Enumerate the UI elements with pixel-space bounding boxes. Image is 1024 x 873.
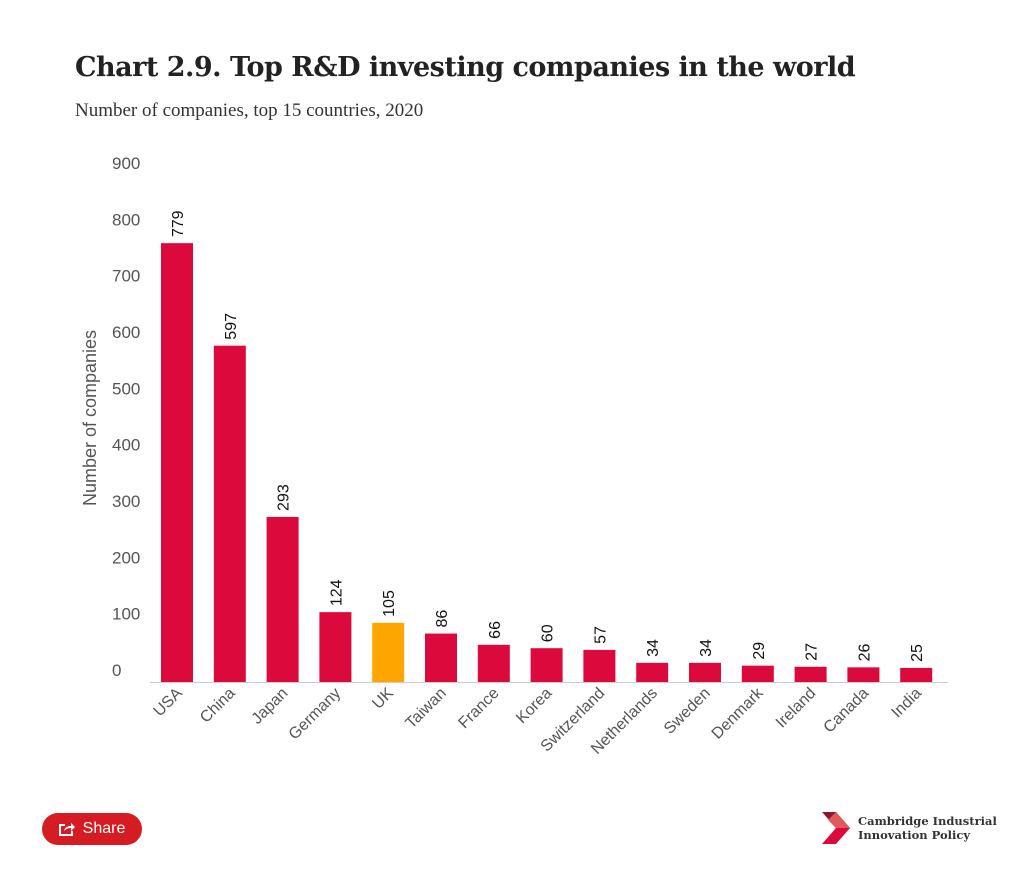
data-label: 57 — [592, 626, 609, 644]
x-tick-label: Sweden — [661, 685, 714, 738]
data-label: 597 — [223, 313, 240, 340]
y-tick-label: 600 — [112, 323, 140, 342]
data-label: 29 — [751, 642, 768, 660]
bar-germany — [319, 612, 352, 682]
data-label: 66 — [487, 621, 504, 639]
bar-france — [477, 644, 510, 682]
y-tick-label: 100 — [112, 605, 140, 624]
x-tick-label: India — [888, 685, 925, 722]
bar-sweden — [689, 662, 721, 682]
share-button[interactable]: Share — [42, 813, 142, 845]
bar-ireland — [794, 666, 827, 682]
x-tick-label: Denmark — [709, 684, 768, 743]
bar-india — [900, 667, 933, 682]
y-tick-label: 400 — [112, 436, 140, 455]
chart-title: Chart 2.9. Top R&D investing companies i… — [75, 52, 856, 83]
x-tick-label: Germany — [286, 685, 345, 744]
x-tick-label: Taiwan — [403, 685, 450, 732]
bar-switzerland — [583, 649, 616, 682]
y-tick-label: 0 — [112, 661, 121, 680]
data-label: 60 — [540, 624, 557, 642]
logo-icon — [822, 812, 850, 844]
data-label: 86 — [434, 610, 451, 628]
x-tick-label: Korea — [513, 685, 555, 727]
x-tick-label: Japan — [249, 685, 292, 728]
y-tick-label: 300 — [112, 492, 140, 511]
bar-netherlands — [636, 662, 669, 682]
data-label: 34 — [698, 639, 715, 657]
y-tick-label: 900 — [112, 154, 140, 173]
logo-line2: Innovation Policy — [858, 828, 971, 842]
data-label: 124 — [328, 579, 345, 606]
data-label: 25 — [909, 644, 926, 662]
data-label: 293 — [276, 484, 293, 511]
chart-subtitle: Number of companies, top 15 countries, 2… — [75, 100, 424, 121]
x-tick-label: UK — [369, 685, 397, 713]
bar-chart: Number of companies 0 100 200 300 400 500 600 7… — [80, 154, 948, 758]
x-tick-label: USA — [151, 685, 187, 721]
x-tick-label: France — [455, 685, 502, 732]
data-label: 27 — [804, 643, 821, 661]
logo: Cambridge Industrial Innovation Policy — [822, 812, 997, 844]
y-tick-label: 800 — [112, 210, 140, 229]
bar-taiwan — [425, 633, 457, 682]
bar-korea — [530, 648, 563, 682]
bar-usa — [161, 243, 193, 682]
x-tick-label: Ireland — [773, 685, 820, 732]
share-label: Share — [82, 820, 126, 837]
x-tick-label: China — [197, 685, 239, 727]
x-tick-label: Canada — [821, 685, 873, 737]
bar-uk — [372, 622, 405, 682]
y-tick-label: 700 — [112, 267, 140, 286]
logo-line1: Cambridge Industrial — [858, 814, 997, 828]
data-label: 779 — [170, 210, 187, 237]
share-icon — [58, 823, 75, 836]
data-label: 105 — [381, 590, 398, 617]
bar-japan — [266, 516, 299, 682]
y-axis-label: Number of companies — [80, 330, 100, 506]
y-tick-label: 200 — [112, 548, 140, 567]
data-label: 34 — [645, 639, 662, 657]
bar-china — [213, 345, 246, 682]
data-label: 26 — [856, 643, 873, 661]
y-tick-label: 500 — [112, 379, 140, 398]
bar-denmark — [741, 665, 774, 682]
bar-canada — [847, 667, 880, 682]
